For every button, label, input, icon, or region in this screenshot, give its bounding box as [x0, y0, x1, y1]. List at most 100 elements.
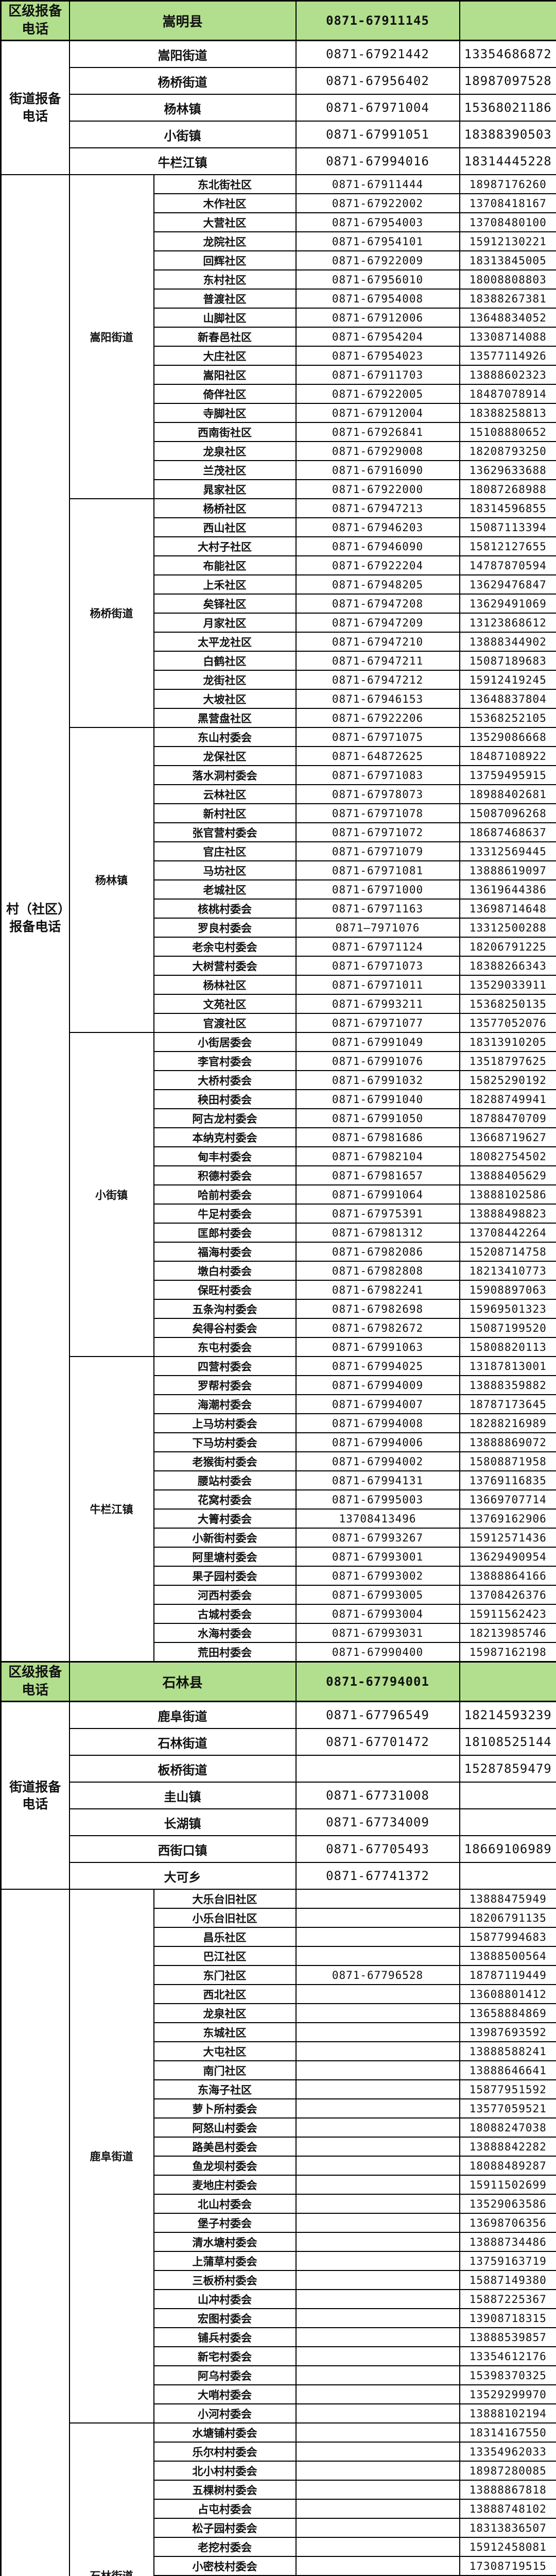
community-phone	[295, 1889, 460, 1909]
community-phone: 0871-67993267	[295, 1528, 460, 1548]
community-name: 本纳克村委会	[153, 1127, 297, 1148]
community-mobile: 18788470709	[459, 1108, 556, 1129]
community-phone	[295, 2308, 460, 2329]
community-phone: 0871-67971081	[295, 860, 460, 881]
community-row: 新宅村委会 13354612176	[1, 2346, 556, 2367]
community-mobile: 15368250135	[459, 994, 556, 1014]
street-name: 嵩阳街道	[68, 40, 297, 69]
community-mobile: 18206791135	[459, 1908, 556, 1928]
community-name: 云林社区	[153, 784, 297, 805]
community-phone: 0871-67994025	[295, 1356, 460, 1377]
community-phone: 0871-67971000	[295, 879, 460, 900]
community-mobile: 15108880652	[459, 422, 556, 443]
street-mobile: 18987097528	[459, 67, 556, 95]
community-mobile: 18208793250	[459, 441, 556, 462]
community-mobile: 15887149380	[459, 2270, 556, 2291]
community-phone	[295, 2175, 460, 2195]
community-name: 阿里塘村委会	[153, 1547, 297, 1567]
community-mobile: 15087096268	[459, 803, 556, 824]
community-mobile: 13529299970	[459, 2384, 556, 2405]
community-mobile: 15987162198	[459, 1642, 556, 1663]
county-mobile	[459, 1661, 556, 1703]
community-mobile: 18987176260	[459, 174, 556, 195]
community-row: 巴江社区 13888500564	[1, 1946, 556, 1967]
community-mobile: 15908897063	[459, 1280, 556, 1300]
community-mobile: 13888475949	[459, 1889, 556, 1909]
community-row: 荒田村委会 0871-67990400 15987162198	[1, 1642, 556, 1663]
community-name: 铺兵村委会	[153, 2327, 297, 2348]
community-mobile: 13529033911	[459, 975, 556, 995]
community-mobile: 18206791225	[459, 937, 556, 957]
community-mobile: 13629476847	[459, 574, 556, 595]
community-mobile: 13759495915	[459, 765, 556, 786]
street-mobile: 18388390503	[459, 121, 556, 149]
community-phone: 0871-67995003	[295, 1489, 460, 1510]
community-phone: 0871-67982086	[295, 1242, 460, 1262]
community-mobile: 18288216989	[459, 1413, 556, 1434]
community-mobile: 13577059521	[459, 2098, 556, 2119]
community-name: 清水塘村委会	[153, 2232, 297, 2252]
community-name: 哈前村委会	[153, 1184, 297, 1205]
community-mobile: 13888619097	[459, 860, 556, 881]
community-row: 大箐村委会 13708413496 13769162906	[1, 1509, 556, 1529]
community-phone: 0871-67982672	[295, 1318, 460, 1338]
community-name: 下马坊村委会	[153, 1432, 297, 1453]
community-row: 东村社区 0871-67956010 18008808803	[1, 269, 556, 290]
street-name: 西街口镇	[68, 1835, 297, 1863]
community-name: 西南街社区	[153, 422, 297, 443]
community-mobile: 18314596855	[459, 498, 556, 519]
street-name: 长湖镇	[68, 1808, 297, 1837]
community-row: 大村子社区 0871-67946090 15812127655	[1, 536, 556, 557]
street-name: 大可乡	[68, 1862, 297, 1890]
community-mobile: 13354612176	[459, 2346, 556, 2367]
group-street-name: 嵩阳街道	[68, 174, 154, 500]
community-mobile: 13987693592	[459, 2022, 556, 2043]
group-street-name: 牛栏江镇	[68, 1356, 154, 1663]
community-row: 新村社区 0871-67971078 15087096268	[1, 803, 556, 824]
community-name: 大坡社区	[153, 689, 297, 709]
community-phone: 0871-67994008	[295, 1413, 460, 1434]
community-name: 果子园村委会	[153, 1566, 297, 1586]
community-row: 果子园村委会 0871-67993002 13888864166	[1, 1566, 556, 1586]
community-row: 古城村委会 0871-67993004 15911562423	[1, 1604, 556, 1624]
community-phone: 0871-67796528	[295, 1965, 460, 1986]
community-name: 阿古龙村委会	[153, 1108, 297, 1129]
community-row: 落水洞村委会 0871-67971083 13759495915	[1, 765, 556, 786]
community-row: 龙保社区 0871-64872625 18487108922	[1, 746, 556, 767]
community-row: 黑营盘社区 0871-67922206 15368252105	[1, 708, 556, 728]
community-row: 西山社区 0871-67946203 15087113394	[1, 517, 556, 538]
community-name: 山冲村委会	[153, 2289, 297, 2310]
group-street-name: 杨林镇	[68, 727, 154, 1033]
street-name: 小街镇	[68, 121, 297, 149]
community-phone: 0871-67922005	[295, 384, 460, 404]
community-name: 大哨村委会	[153, 2384, 297, 2405]
community-phone: 0871-67947209	[295, 613, 460, 633]
community-row: 积德村委会 0871-67981657 13888405629	[1, 1165, 556, 1186]
community-name: 倚伴社区	[153, 384, 297, 404]
community-name: 上禾社区	[153, 574, 297, 595]
community-mobile: 13529063586	[459, 2194, 556, 2214]
community-phone: 0871-67994009	[295, 1375, 460, 1396]
community-name: 大箐村委会	[153, 1509, 297, 1529]
community-mobile: 13608801412	[459, 1984, 556, 2005]
community-mobile: 15912130221	[459, 231, 556, 252]
county-name: 嵩明县	[68, 0, 297, 42]
community-name: 新春邑社区	[153, 327, 297, 347]
community-phone: 0871-67971077	[295, 1013, 460, 1033]
community-row: 大坡社区 0871-67946153 13648837804	[1, 689, 556, 709]
community-mobile: 18487078914	[459, 384, 556, 404]
community-name: 小密枝村委会	[153, 2556, 297, 2576]
community-mobile: 13577052076	[459, 1013, 556, 1033]
community-phone	[295, 2518, 460, 2538]
street-mobile: 15368021186	[459, 94, 556, 122]
community-name: 龙保社区	[153, 746, 297, 767]
community-mobile: 13888539857	[459, 2327, 556, 2348]
community-mobile: 13648834052	[459, 308, 556, 328]
community-row: 晁家社区 0871-67922000 18087268988	[1, 479, 556, 500]
community-phone: 0871-67994007	[295, 1394, 460, 1415]
community-name: 木作社区	[153, 193, 297, 214]
community-mobile: 13669707714	[459, 1489, 556, 1510]
community-phone: 0871-67991049	[295, 1032, 460, 1053]
community-phone	[295, 2022, 460, 2043]
community-name: 海潮村委会	[153, 1394, 297, 1415]
